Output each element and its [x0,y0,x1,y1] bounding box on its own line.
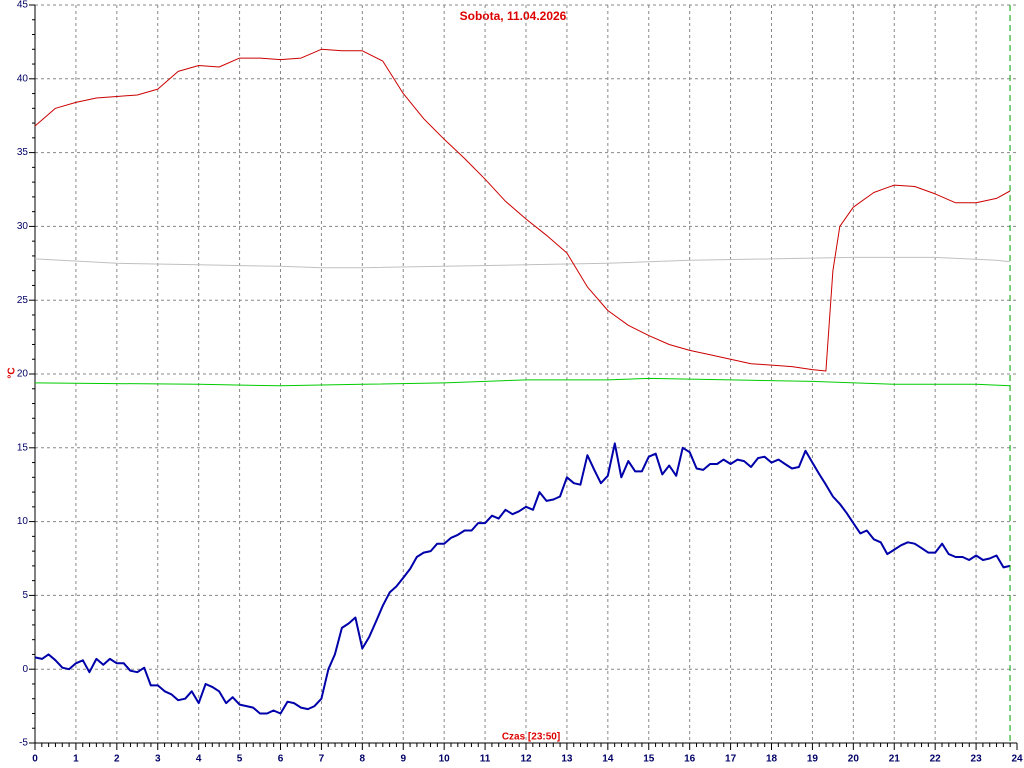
x-tick-label: 13 [561,754,573,765]
x-tick-label: 9 [400,754,406,765]
x-tick-label: 14 [602,754,614,765]
x-tick-label: 10 [439,754,451,765]
x-tick-label: 7 [319,754,325,765]
x-tick-label: 23 [971,754,983,765]
y-tick-label: 5 [22,590,28,601]
x-tick-label: 3 [155,754,161,765]
y-axis-label: °C [7,367,18,378]
y-tick-label: 0 [22,664,28,675]
x-tick-label: 21 [889,754,901,765]
y-tick-label: 15 [17,442,29,453]
x-tick-label: 22 [930,754,942,765]
x-tick-label: 18 [766,754,778,765]
y-tick-label: 30 [17,221,29,232]
x-tick-label: 20 [848,754,860,765]
chart-title: Sobota, 11.04.2026 [460,9,567,23]
x-tick-label: 12 [520,754,532,765]
y-tick-label: 35 [17,147,29,158]
x-axis-label: Czas [23:50] [502,732,560,743]
x-tick-label: 16 [684,754,696,765]
x-tick-label: 1 [73,754,79,765]
x-tick-label: 8 [360,754,366,765]
x-tick-label: 19 [807,754,819,765]
series-line [34,48,1011,372]
x-tick-label: 6 [278,754,284,765]
y-tick-label: -5 [19,738,28,749]
x-tick-label: 17 [725,754,737,765]
x-tick-label: 2 [114,754,120,765]
y-tick-label: 25 [17,295,29,306]
series-line [34,256,1011,269]
x-tick-label: 15 [643,754,655,765]
y-tick-label: 10 [17,516,29,527]
x-tick-label: 4 [196,754,202,765]
y-tick-label: 40 [17,73,29,84]
x-tick-label: 5 [237,754,243,765]
series-line [34,377,1011,387]
series-line [34,442,1011,715]
x-tick-label: 24 [1011,754,1023,765]
x-tick-label: 11 [480,754,491,765]
y-tick-label: 45 [17,0,29,11]
y-tick-label: 20 [17,369,29,380]
x-tick-label: 0 [32,754,38,765]
